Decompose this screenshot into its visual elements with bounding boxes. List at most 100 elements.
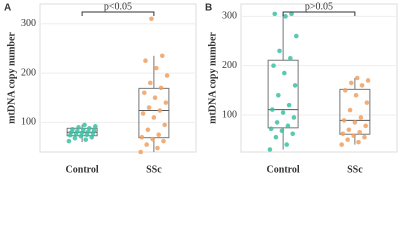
point	[150, 136, 155, 142]
point	[143, 58, 148, 64]
point	[158, 85, 164, 91]
point	[339, 142, 344, 147]
point	[284, 142, 290, 147]
plot-area	[39, 3, 197, 153]
point	[292, 83, 298, 88]
x-tick-label: SSc	[146, 164, 162, 175]
point	[352, 120, 358, 125]
point	[157, 108, 163, 113]
point	[159, 53, 165, 59]
panel-label: A	[4, 3, 11, 14]
point	[138, 149, 143, 155]
point	[82, 122, 87, 128]
y-axis-label: mtDNA copy number	[6, 32, 17, 124]
plot-area	[240, 3, 398, 153]
point	[270, 107, 275, 112]
panel-label: B	[205, 3, 212, 14]
point	[140, 111, 146, 116]
point	[93, 124, 98, 129]
point	[274, 120, 280, 125]
point	[282, 70, 287, 76]
point	[139, 134, 145, 140]
point	[163, 100, 169, 105]
point	[273, 134, 279, 140]
y-tick-label: 300	[21, 18, 36, 29]
point	[289, 11, 294, 17]
point	[356, 139, 361, 145]
point	[286, 102, 292, 108]
point	[280, 110, 286, 115]
y-tick-label: 300	[222, 11, 237, 22]
point	[145, 127, 151, 133]
point	[268, 126, 274, 132]
point	[70, 127, 75, 132]
point	[144, 142, 149, 147]
point	[345, 137, 350, 142]
x-tick-label: Control	[267, 164, 300, 175]
point	[151, 115, 157, 120]
point	[85, 129, 91, 135]
annotation: p>0.05	[305, 1, 333, 12]
point	[147, 80, 153, 86]
point	[358, 115, 364, 120]
point	[75, 128, 80, 134]
point	[66, 138, 72, 144]
point	[346, 127, 352, 133]
y-tick-label: 100	[21, 117, 36, 128]
point	[152, 95, 158, 101]
significance-bracket	[81, 11, 155, 16]
point	[76, 125, 81, 130]
point	[291, 115, 297, 120]
point	[155, 145, 160, 151]
point	[283, 14, 288, 19]
point	[285, 123, 291, 129]
point	[279, 128, 285, 134]
point	[89, 134, 95, 140]
y-axis-label: mtDNA copy number	[207, 32, 218, 124]
point	[141, 90, 147, 96]
point	[83, 137, 89, 142]
point	[81, 127, 86, 133]
point	[348, 80, 354, 86]
point	[341, 118, 347, 123]
point	[357, 129, 362, 135]
point	[146, 105, 152, 110]
point	[340, 131, 346, 137]
y-tick-label: 100	[222, 109, 237, 120]
significance-bracket	[282, 11, 356, 16]
point	[162, 122, 167, 128]
point	[347, 107, 353, 113]
point	[354, 75, 360, 81]
point	[362, 134, 367, 140]
y-tick-label: 200	[21, 67, 36, 78]
point	[277, 48, 282, 54]
annotation: p<0.05	[104, 1, 132, 12]
point	[267, 147, 273, 152]
point	[156, 132, 161, 138]
point	[72, 135, 78, 141]
point	[290, 131, 296, 137]
x-tick-label: SSc	[347, 164, 363, 175]
point	[78, 133, 84, 139]
point	[353, 92, 359, 98]
point	[359, 83, 365, 88]
point	[161, 138, 166, 144]
point	[351, 133, 356, 139]
point	[153, 65, 159, 71]
point	[87, 126, 92, 131]
box	[267, 59, 299, 129]
point	[149, 16, 154, 22]
x-tick-label: Control	[66, 164, 99, 175]
point	[271, 63, 276, 68]
point	[363, 123, 368, 129]
point	[272, 11, 278, 17]
point	[91, 127, 97, 133]
point	[276, 92, 281, 98]
point	[364, 100, 370, 105]
point	[342, 88, 348, 93]
point	[164, 73, 170, 78]
point	[365, 78, 371, 83]
y-tick-label: 200	[222, 60, 237, 71]
point	[288, 55, 293, 61]
